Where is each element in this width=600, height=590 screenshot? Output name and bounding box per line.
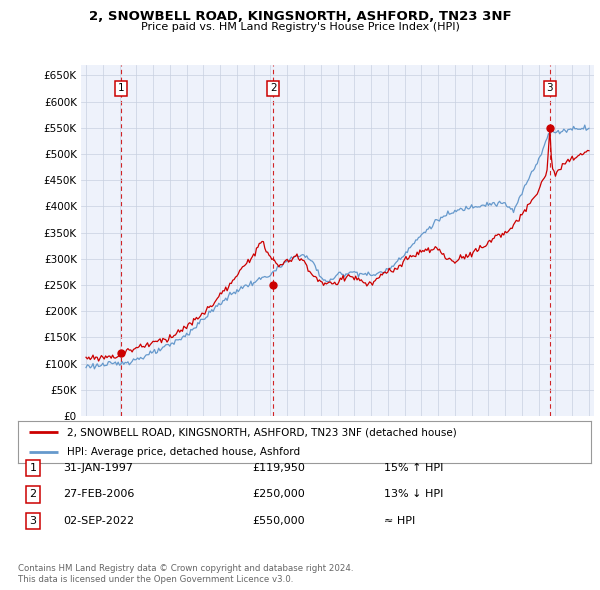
Text: Contains HM Land Registry data © Crown copyright and database right 2024.: Contains HM Land Registry data © Crown c… — [18, 565, 353, 573]
Text: 2, SNOWBELL ROAD, KINGSNORTH, ASHFORD, TN23 3NF (detached house): 2, SNOWBELL ROAD, KINGSNORTH, ASHFORD, T… — [67, 427, 457, 437]
Text: ≈ HPI: ≈ HPI — [384, 516, 415, 526]
Point — [268, 280, 278, 290]
Text: 2, SNOWBELL ROAD, KINGSNORTH, ASHFORD, TN23 3NF: 2, SNOWBELL ROAD, KINGSNORTH, ASHFORD, T… — [89, 10, 511, 23]
Text: This data is licensed under the Open Government Licence v3.0.: This data is licensed under the Open Gov… — [18, 575, 293, 584]
Text: 15% ↑ HPI: 15% ↑ HPI — [384, 463, 443, 473]
Point — [116, 348, 125, 358]
Point — [545, 123, 555, 133]
Text: 13% ↓ HPI: 13% ↓ HPI — [384, 490, 443, 499]
Text: £550,000: £550,000 — [252, 516, 305, 526]
Text: 3: 3 — [547, 83, 553, 93]
Text: 2: 2 — [270, 83, 277, 93]
Text: 27-FEB-2006: 27-FEB-2006 — [63, 490, 134, 499]
Text: £119,950: £119,950 — [252, 463, 305, 473]
Text: 02-SEP-2022: 02-SEP-2022 — [63, 516, 134, 526]
Text: 2: 2 — [29, 490, 37, 499]
Text: 3: 3 — [29, 516, 37, 526]
Text: 1: 1 — [29, 463, 37, 473]
Text: HPI: Average price, detached house, Ashford: HPI: Average price, detached house, Ashf… — [67, 447, 300, 457]
Text: 1: 1 — [118, 83, 124, 93]
Text: 31-JAN-1997: 31-JAN-1997 — [63, 463, 133, 473]
Text: Price paid vs. HM Land Registry's House Price Index (HPI): Price paid vs. HM Land Registry's House … — [140, 22, 460, 32]
Text: £250,000: £250,000 — [252, 490, 305, 499]
